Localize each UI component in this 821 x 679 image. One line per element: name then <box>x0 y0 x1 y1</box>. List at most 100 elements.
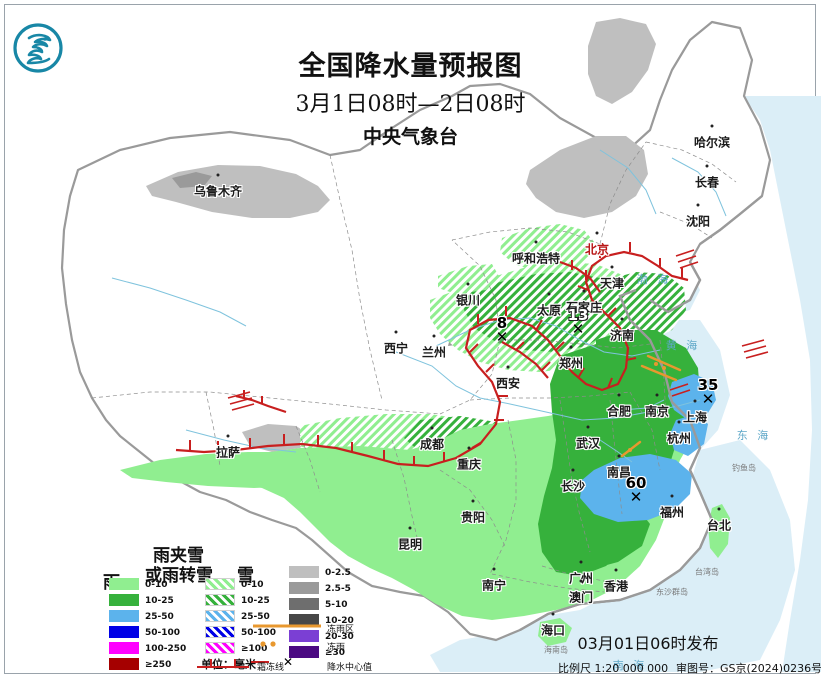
legend-label: 50-100 <box>145 628 181 638</box>
city-label: 上海 <box>683 399 707 426</box>
city-dot-icon <box>610 265 614 269</box>
city-label: 成都 <box>420 426 444 453</box>
map-scale: 比例尺 1:20 000 000 <box>558 662 669 675</box>
legend-swatch <box>289 582 319 594</box>
city-label: 天津 <box>600 265 624 292</box>
legend-swatch <box>109 642 139 654</box>
city-dot-icon <box>693 399 697 403</box>
city-label: 哈尔滨 <box>694 124 730 151</box>
svg-text:✕: ✕ <box>283 655 293 669</box>
legend-swatch <box>205 578 235 590</box>
legend-swatch <box>289 646 319 658</box>
legend-precip-center-label: 降水中心值 <box>327 663 373 673</box>
city-label: 沈阳 <box>686 203 710 230</box>
forecast-period: 3月1日08时—2日08时 <box>295 92 526 117</box>
city-label: 澳门 <box>569 579 593 606</box>
city-dot-icon <box>394 330 398 334</box>
city-dot-icon <box>620 317 624 321</box>
legend-swatch <box>205 626 235 638</box>
islet-label: 东沙群岛 <box>656 587 688 597</box>
legend-swatch <box>205 610 235 622</box>
legend-label: 25-50 <box>241 612 270 622</box>
precip-center-value: 13 <box>567 306 589 324</box>
legend-freezing-rain-area-label: 冻雨区 <box>327 625 355 635</box>
city-dot-icon <box>467 446 471 450</box>
frost-line-barbs <box>189 242 683 466</box>
islet-label: 台湾岛 <box>695 567 719 577</box>
city-label: 南昌 <box>607 454 631 481</box>
city-label: 银川 <box>456 282 480 309</box>
city-label: 乌鲁木齐 <box>194 173 242 200</box>
red-hatch-marks <box>227 249 769 411</box>
legend-label: 20-30 <box>325 632 354 642</box>
legend-label: 25-50 <box>145 612 174 622</box>
sea-label: 黄 海 <box>665 339 701 352</box>
city-label: 兰州 <box>422 334 446 361</box>
city-dot-icon <box>582 289 586 293</box>
city-label: 武汉 <box>576 425 600 452</box>
cma-logo <box>13 23 63 73</box>
precip-center-value: 35 <box>697 376 719 394</box>
city-dot-icon <box>216 173 220 177</box>
city-dot-icon <box>432 334 436 338</box>
city-dot-icon <box>551 612 555 616</box>
sea-label: 东 海 <box>736 429 772 442</box>
city-dot-icon <box>617 393 621 397</box>
legend-swatch <box>205 642 235 654</box>
precip-center-cross-icon: ✕ <box>571 320 585 338</box>
city-label: 石家庄 <box>566 289 602 316</box>
issue-time: 03月01日06时发布 <box>577 634 719 653</box>
city-label: 呼和浩特 <box>512 240 560 267</box>
islet-label: 海南岛 <box>544 645 568 655</box>
legend-label: 0-10 <box>145 580 168 590</box>
legend-swatch <box>289 598 319 610</box>
legend-symbols-svg: ✕ <box>251 624 321 669</box>
city-label: 海口 <box>541 612 565 639</box>
legend-swatch <box>109 610 139 622</box>
sea-label: 渤 海 <box>636 273 672 286</box>
city-dot-icon <box>471 499 475 503</box>
legend-swatch <box>289 614 319 626</box>
legend-frost-line-label: 霜冻线 <box>257 663 285 673</box>
city-label: 香港 <box>604 568 628 595</box>
province-borders <box>91 141 737 593</box>
legend-swatch <box>109 594 139 606</box>
legend-frost-line-symbol <box>197 659 249 668</box>
legend-label: 100-250 <box>145 644 187 654</box>
precip-center-value: 60 <box>625 474 647 492</box>
precip-center-cross-icon: ✕ <box>629 488 643 506</box>
city-dot-icon <box>534 240 538 244</box>
legend-snow-heading: 雪 <box>237 566 254 586</box>
city-label: 贵阳 <box>461 499 485 526</box>
city-dot-icon <box>506 365 510 369</box>
precip-center-marker: 35 ✕ <box>697 376 719 408</box>
city-label: 昆明 <box>398 526 422 553</box>
city-label: 长春 <box>695 164 719 191</box>
legend-swatch <box>109 578 139 590</box>
legend-label: ≥100 <box>241 644 268 654</box>
city-label: 太原 <box>537 292 561 319</box>
city-label: 西宁 <box>384 330 408 357</box>
legend-label: 0-10 <box>241 580 264 590</box>
city-dot-icon <box>614 568 618 572</box>
city-label: 郑州 <box>559 345 583 372</box>
freezing-rain-dots <box>628 362 666 452</box>
legend-label: 10-20 <box>325 616 354 626</box>
city-dot-icon <box>547 292 551 296</box>
city-dot-icon <box>617 454 621 458</box>
precip-center-cross-icon: ✕ <box>495 328 509 346</box>
legend-swatch <box>109 626 139 638</box>
city-label: 合肥 <box>607 393 631 420</box>
rivers <box>111 149 727 463</box>
legend-label: 0-2.5 <box>325 568 351 578</box>
legend: 南海诸岛 1 : 40 000 000 南海诸岛 1 : 40 000 000 … <box>5 528 816 674</box>
city-label: 杭州 <box>667 420 691 447</box>
city-label: 西安 <box>496 365 520 392</box>
legend-label: ≥250 <box>145 660 172 670</box>
city-dot-icon <box>717 507 721 511</box>
city-label: 福州 <box>660 494 684 521</box>
precip-center-cross-icon: ✕ <box>701 390 715 408</box>
legend-label: ≥30 <box>325 648 346 658</box>
